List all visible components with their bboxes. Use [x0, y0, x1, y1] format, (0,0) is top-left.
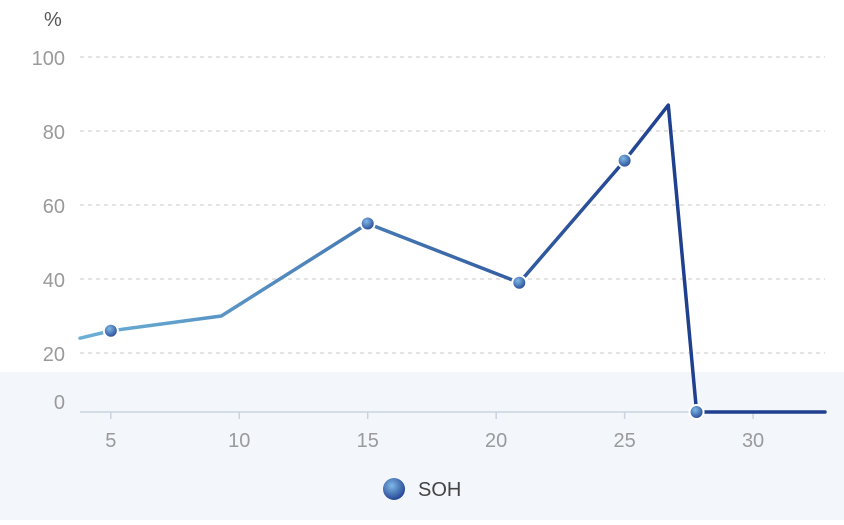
- y-axis-unit-label: %: [44, 9, 62, 31]
- y-tick-label-80: 80: [43, 122, 65, 144]
- y-tick-label-20: 20: [43, 344, 65, 366]
- y-tick-label-0: 0: [54, 392, 65, 414]
- y-tick-label-100: 100: [32, 48, 65, 70]
- series-line-soh: [78, 103, 827, 414]
- y-axis-ticks: 0 20 40 60 80 100: [32, 48, 65, 414]
- x-axis-ticks: 5 10 15 20 25 30: [105, 412, 764, 452]
- y-tick-label-40: 40: [43, 270, 65, 292]
- data-point-7[interactable]: [688, 404, 705, 420]
- series-soh: [78, 103, 827, 420]
- y-tick-label-60: 60: [43, 196, 65, 218]
- data-point-4[interactable]: [511, 274, 528, 291]
- legend-label-soh: SOH: [418, 479, 461, 501]
- legend[interactable]: SOH: [383, 478, 461, 501]
- grid-lines: [80, 56, 825, 354]
- data-point-5[interactable]: [616, 152, 633, 169]
- x-tick-label-5: 5: [105, 430, 116, 452]
- data-point-3[interactable]: [359, 215, 376, 232]
- x-tick-label-10: 10: [228, 430, 250, 452]
- x-tick-label-20: 20: [485, 430, 507, 452]
- legend-marker: [383, 478, 405, 500]
- x-tick-label-30: 30: [742, 430, 764, 452]
- data-point-1[interactable]: [102, 322, 119, 339]
- x-tick-label-25: 25: [613, 430, 635, 452]
- baseline-hover-band: [0, 372, 844, 520]
- x-tick-label-15: 15: [357, 430, 379, 452]
